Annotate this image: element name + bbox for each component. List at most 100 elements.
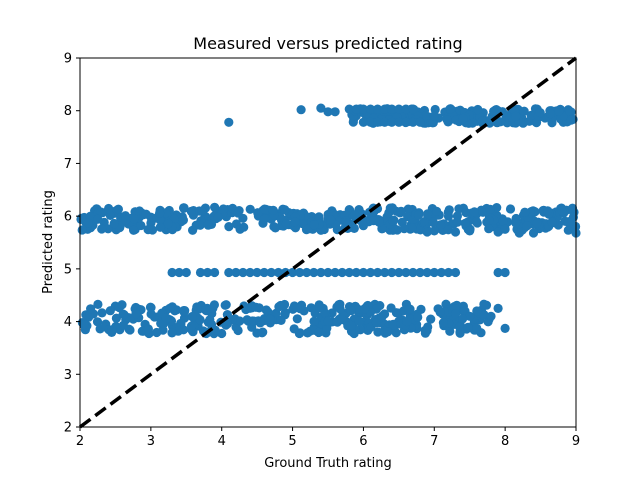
- x-tick-label: 7: [430, 434, 438, 449]
- data-point: [309, 267, 319, 278]
- data-point: [288, 267, 298, 278]
- data-point: [143, 324, 153, 334]
- data-point: [187, 312, 197, 322]
- data-point: [373, 117, 383, 127]
- x-tick-label: 9: [572, 434, 580, 449]
- data-point: [469, 207, 479, 217]
- data-point: [276, 315, 286, 325]
- data-point: [146, 309, 156, 319]
- data-point: [103, 224, 113, 234]
- data-point: [358, 117, 368, 127]
- data-point: [443, 211, 454, 221]
- data-point: [316, 267, 326, 278]
- data-point: [257, 328, 267, 338]
- data-point: [401, 267, 411, 278]
- data-point: [463, 322, 473, 332]
- data-point: [289, 324, 299, 334]
- data-point: [567, 203, 578, 213]
- data-point: [224, 222, 234, 232]
- data-point: [337, 267, 347, 278]
- data-point: [435, 307, 445, 317]
- data-point: [233, 325, 243, 336]
- data-point: [514, 228, 524, 238]
- data-point: [477, 116, 487, 126]
- data-point: [479, 299, 489, 309]
- data-point: [104, 203, 114, 214]
- data-point: [93, 214, 103, 224]
- data-point: [383, 327, 393, 337]
- data-point: [224, 117, 234, 127]
- data-point: [489, 106, 499, 116]
- x-tick-label: 6: [359, 434, 367, 449]
- data-point: [330, 267, 340, 278]
- data-point: [344, 104, 354, 114]
- data-point: [445, 104, 456, 114]
- data-point: [465, 311, 475, 321]
- data-point: [498, 216, 508, 226]
- data-point: [280, 299, 290, 310]
- data-point: [493, 227, 503, 237]
- data-point: [203, 220, 213, 230]
- data-point: [394, 117, 404, 127]
- data-point: [273, 267, 283, 278]
- data-point: [107, 325, 117, 335]
- data-point: [79, 320, 89, 330]
- data-point: [360, 304, 370, 314]
- data-point: [83, 218, 93, 228]
- identity-reference-line: [78, 56, 578, 429]
- data-point: [337, 314, 347, 325]
- data-point: [251, 302, 261, 312]
- data-point: [380, 267, 390, 278]
- data-point: [178, 215, 188, 225]
- data-point: [233, 208, 243, 218]
- data-point: [210, 325, 220, 335]
- data-point: [522, 221, 532, 231]
- data-point: [314, 327, 324, 338]
- data-point: [396, 206, 406, 216]
- data-point: [167, 328, 177, 338]
- data-point: [238, 267, 248, 278]
- data-point: [402, 316, 412, 327]
- data-point: [210, 267, 220, 278]
- data-point: [358, 104, 368, 114]
- data-point: [428, 217, 438, 228]
- data-point: [554, 106, 564, 116]
- data-point: [563, 225, 573, 235]
- data-point: [426, 314, 436, 324]
- data-point: [268, 205, 278, 215]
- data-point: [335, 304, 345, 314]
- data-point: [315, 303, 325, 313]
- data-point: [253, 208, 263, 218]
- data-point: [96, 207, 106, 217]
- data-point: [505, 204, 516, 214]
- data-point: [77, 225, 87, 235]
- data-point: [349, 210, 360, 220]
- data-point: [213, 212, 223, 222]
- data-point: [165, 303, 175, 313]
- data-point: [295, 267, 305, 278]
- data-point: [141, 209, 151, 219]
- data-point: [407, 223, 417, 233]
- data-point: [231, 267, 241, 278]
- data-point: [451, 115, 461, 125]
- data-point: [365, 267, 376, 278]
- data-point: [399, 224, 409, 234]
- data-point: [500, 224, 510, 234]
- data-point: [280, 205, 290, 215]
- data-point: [429, 267, 439, 278]
- data-point: [460, 218, 470, 228]
- data-point: [290, 217, 300, 227]
- data-point: [270, 223, 280, 233]
- data-point: [566, 115, 576, 125]
- data-point: [252, 267, 262, 278]
- data-point: [131, 309, 141, 319]
- data-point: [386, 303, 396, 313]
- data-point: [220, 300, 230, 310]
- data-point: [113, 204, 123, 214]
- data-point: [121, 215, 131, 225]
- data-point: [547, 217, 557, 227]
- data-point: [435, 220, 446, 230]
- data-point: [387, 104, 397, 114]
- data-point: [432, 206, 442, 216]
- data-point: [245, 267, 255, 278]
